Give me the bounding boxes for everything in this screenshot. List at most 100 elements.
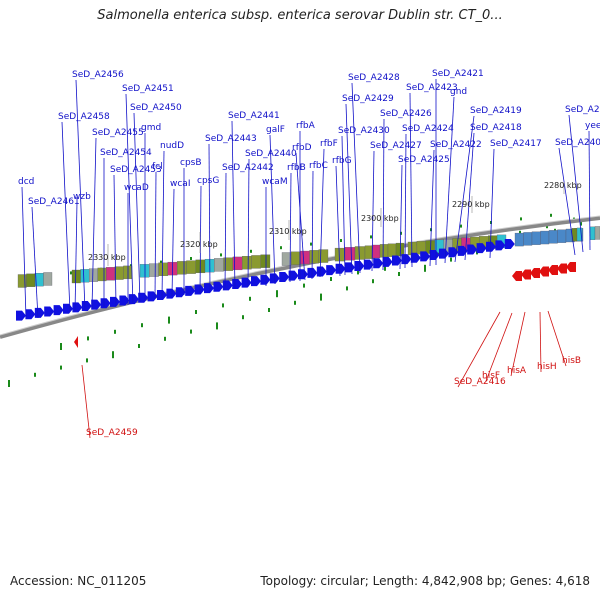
inner-tick-mark bbox=[303, 283, 305, 288]
forward-gene-label[interactable]: wcaD bbox=[124, 183, 149, 193]
forward-gene-label[interactable]: SeD_A2428 bbox=[348, 73, 400, 83]
forward-gene-label[interactable]: SeD_A2450 bbox=[130, 103, 182, 113]
inner-tick-mark bbox=[384, 263, 386, 271]
forward-gene-label[interactable]: SeD_A2406 bbox=[565, 105, 600, 115]
forward-gene-label[interactable]: gmd bbox=[141, 123, 161, 133]
forward-gene-label[interactable]: nudD bbox=[160, 141, 184, 151]
forward-gene-label[interactable]: SeD_A2419 bbox=[470, 106, 522, 116]
forward-gene-arrow bbox=[81, 301, 92, 312]
forward-gene-label[interactable]: SeD_A2441 bbox=[228, 111, 280, 121]
forward-gene-label[interactable]: rfbG bbox=[332, 156, 352, 166]
outer-tick-mark bbox=[372, 279, 374, 284]
forward-gene-label[interactable]: rfbC bbox=[309, 161, 328, 171]
forward-gene-leader-line bbox=[199, 185, 202, 294]
forward-gene-label[interactable]: gnd bbox=[450, 87, 467, 97]
forward-gene-label[interactable]: rfbA bbox=[296, 121, 316, 131]
feature-block bbox=[318, 249, 329, 263]
forward-gene-leader-line bbox=[113, 174, 117, 307]
forward-gene-label[interactable]: yeeF bbox=[585, 121, 600, 131]
outer-tick-mark bbox=[346, 286, 348, 291]
outer-tick-mark bbox=[268, 308, 270, 312]
forward-gene-label[interactable]: SeD_A2417 bbox=[490, 139, 542, 149]
forward-gene-arrow bbox=[204, 283, 214, 294]
forward-gene-label[interactable]: SeD_A2418 bbox=[470, 123, 522, 133]
forward-gene-label[interactable]: rfbB bbox=[287, 163, 306, 173]
reverse-gene-label[interactable]: SeD_A2416 bbox=[454, 377, 506, 387]
forward-gene-label[interactable]: SeD_A2422 bbox=[430, 140, 482, 150]
forward-gene-label[interactable]: SeD_A2426 bbox=[380, 109, 432, 119]
forward-gene-label[interactable]: SeD_A2421 bbox=[432, 69, 484, 79]
forward-gene-label[interactable]: galF bbox=[266, 125, 285, 135]
forward-gene-arrow bbox=[175, 287, 186, 298]
feature-block bbox=[97, 267, 107, 282]
forward-gene-label[interactable]: SeD_A2454 bbox=[100, 148, 152, 158]
forward-gene-label[interactable]: SeD_A2429 bbox=[342, 94, 394, 104]
reverse-gene-arrow bbox=[557, 263, 567, 274]
feature-block bbox=[379, 244, 389, 258]
forward-gene-leader-line bbox=[269, 134, 276, 285]
forward-gene-label[interactable]: cpsB bbox=[180, 158, 202, 168]
reverse-gene-label[interactable]: SeD_A2459 bbox=[86, 428, 138, 438]
forward-gene-label[interactable]: SeD_A2458 bbox=[58, 112, 110, 122]
forward-gene-arrow bbox=[44, 306, 55, 317]
scale-tick-label: 2300 kbp bbox=[361, 214, 399, 223]
forward-gene-leader-line bbox=[289, 172, 292, 283]
feature-block bbox=[531, 231, 541, 245]
forward-gene-arrow bbox=[138, 292, 149, 303]
minor-tick-mark bbox=[550, 213, 552, 217]
forward-gene-leader-line bbox=[311, 170, 314, 280]
forward-gene-label[interactable]: rfbF bbox=[320, 139, 338, 149]
forward-gene-label[interactable]: wcaM bbox=[262, 177, 288, 187]
forward-gene-leader-line bbox=[588, 130, 591, 251]
accession-text: Accession: NC_011205 bbox=[10, 574, 147, 588]
forward-gene-arrow bbox=[185, 285, 196, 296]
forward-gene-arrow bbox=[486, 241, 496, 252]
forward-gene-label[interactable]: SeD_A2443 bbox=[205, 134, 257, 144]
inner-tick-mark bbox=[249, 296, 251, 301]
forward-gene-arrow bbox=[91, 299, 102, 310]
feature-block bbox=[300, 250, 310, 265]
forward-gene-label[interactable]: SeD_A2425 bbox=[398, 155, 450, 165]
forward-gene-label[interactable]: cpsG bbox=[197, 176, 219, 186]
feature-block bbox=[594, 226, 600, 240]
minor-tick-mark bbox=[310, 242, 312, 246]
forward-gene-label[interactable]: SeD_A2461 bbox=[28, 197, 80, 207]
forward-gene-label[interactable]: SeD_A2453 bbox=[110, 165, 162, 175]
forward-gene-label[interactable]: rfbD bbox=[292, 143, 312, 153]
inner-tick-mark bbox=[276, 290, 278, 298]
forward-gene-leader-line bbox=[133, 112, 141, 303]
minor-tick-mark bbox=[250, 249, 252, 253]
minor-tick-mark bbox=[370, 235, 372, 239]
forward-gene-label[interactable]: SeD_A2442 bbox=[222, 163, 274, 173]
reverse-gene-label[interactable]: hisA bbox=[507, 366, 527, 376]
forward-gene-label[interactable]: dcd bbox=[18, 177, 34, 187]
outer-tick-mark bbox=[8, 380, 10, 387]
forward-gene-label[interactable]: SeD_A2424 bbox=[402, 124, 454, 134]
forward-gene-label[interactable]: SeD_A2440 bbox=[245, 149, 297, 159]
forward-gene-label[interactable]: SeD_A2423 bbox=[406, 83, 458, 93]
forward-gene-arrow bbox=[382, 256, 393, 267]
forward-gene-label[interactable]: SeD_A2427 bbox=[370, 141, 422, 151]
outer-tick-mark bbox=[216, 322, 218, 330]
forward-gene-label[interactable]: SeD_A2456 bbox=[72, 70, 124, 80]
forward-gene-arrow bbox=[298, 269, 308, 280]
reverse-gene-label[interactable]: hisF bbox=[482, 371, 500, 381]
forward-gene-label[interactable]: wzb bbox=[73, 192, 91, 202]
forward-gene-label[interactable]: SeD_A2455 bbox=[92, 128, 144, 138]
minor-tick-mark bbox=[520, 217, 522, 221]
forward-gene-label[interactable]: SeD_A2430 bbox=[338, 126, 390, 136]
forward-gene-arrow bbox=[119, 295, 130, 306]
reverse-gene-arrow bbox=[512, 271, 522, 281]
feature-block bbox=[71, 269, 81, 284]
reverse-gene-leader-line bbox=[457, 311, 501, 388]
inner-tick-mark bbox=[60, 343, 62, 350]
forward-gene-label[interactable]: fcl bbox=[152, 162, 163, 172]
forward-gene-label[interactable]: wcaI bbox=[170, 179, 190, 189]
forward-gene-label[interactable]: SeD_A2451 bbox=[122, 84, 174, 94]
reverse-gene-label[interactable]: hisB bbox=[562, 356, 581, 366]
feature-block bbox=[291, 251, 301, 265]
forward-gene-label[interactable]: SeD_A2407 bbox=[555, 138, 600, 148]
forward-gene-arrow bbox=[335, 263, 346, 274]
reverse-gene-label[interactable]: hisH bbox=[537, 362, 557, 372]
